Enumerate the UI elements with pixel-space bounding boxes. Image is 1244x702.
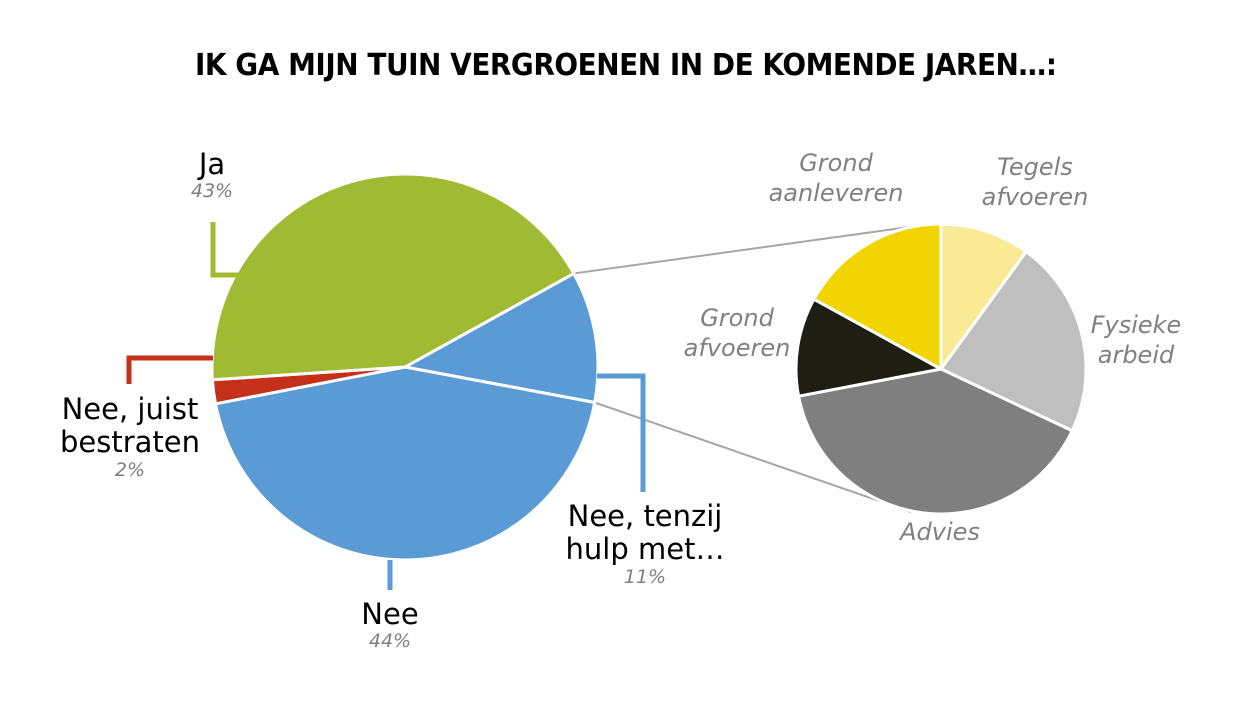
- leader-line-nee-bestraten: [126, 355, 213, 384]
- sub-pie-slice-advies: [797, 367, 1074, 516]
- label-name-line1: Nee, tenzij: [567, 499, 723, 533]
- label-percent: 44%: [368, 630, 412, 653]
- label-percent: 2%: [114, 458, 146, 481]
- data-label-fysieke-arbeid: Fysieke arbeid: [1080, 310, 1192, 370]
- label-line2: afvoeren: [981, 183, 1089, 211]
- data-label-tegels-afvoeren: Tegels afvoeren: [960, 152, 1110, 212]
- label-name: Nee: [361, 597, 419, 631]
- sub-pie-slice-grond-afvoeren: [794, 297, 943, 398]
- main-pie-slice-nee: [214, 365, 597, 562]
- data-label-nee-tenzij-hulp: Nee, tenzij hulp met… 11%: [545, 499, 745, 589]
- label-name-line2: bestraten: [59, 425, 200, 460]
- label-line1: Fysieke: [1090, 311, 1182, 339]
- label-percent: 43%: [190, 180, 234, 203]
- label-line2: afvoeren: [683, 334, 791, 362]
- label-percent: 11%: [623, 565, 667, 588]
- chart-title: IK GA MIJN TUIN VERGROENEN IN DE KOMENDE…: [194, 48, 1057, 83]
- data-label-grond-aanleveren: Grond aanleveren: [752, 148, 920, 208]
- main-pie: [210, 172, 600, 562]
- label-name: Ja: [198, 147, 226, 181]
- label-line1: Advies: [900, 518, 980, 546]
- main-pie-slice-ja: [210, 172, 576, 382]
- main-pie-slice-nee-tenzij-hulp-met: [403, 271, 600, 405]
- label-name-line2: hulp met…: [565, 532, 725, 567]
- label-line1: Grond: [700, 304, 774, 332]
- label-line2: aanleveren: [768, 179, 904, 207]
- connector-line-top: [573, 223, 932, 275]
- pie-connector-lines: [573, 223, 932, 513]
- sub-pie-slice-grond-aanleveren: [812, 222, 943, 371]
- data-label-nee-juist-bestraten: Nee, juist bestraten 2%: [40, 392, 220, 482]
- label-line2: arbeid: [1097, 341, 1175, 369]
- leader-line-ja: [210, 222, 240, 278]
- data-label-advies: Advies: [875, 517, 1005, 547]
- data-label-nee: Nee 44%: [340, 597, 440, 653]
- sub-pie: [794, 222, 1088, 516]
- leader-line-nee-tenzij: [597, 373, 646, 492]
- sub-pie-slice-tegels-afvoeren: [939, 222, 1028, 371]
- data-label-ja: Ja 43%: [172, 147, 252, 203]
- label-line1: Tegels: [997, 153, 1073, 181]
- data-label-grond-afvoeren: Grond afvoeren: [672, 303, 802, 363]
- connector-line-bottom: [594, 401, 912, 513]
- label-line1: Grond: [799, 149, 873, 177]
- label-leader-lines: [126, 222, 646, 590]
- label-name-line1: Nee, juist: [61, 392, 199, 426]
